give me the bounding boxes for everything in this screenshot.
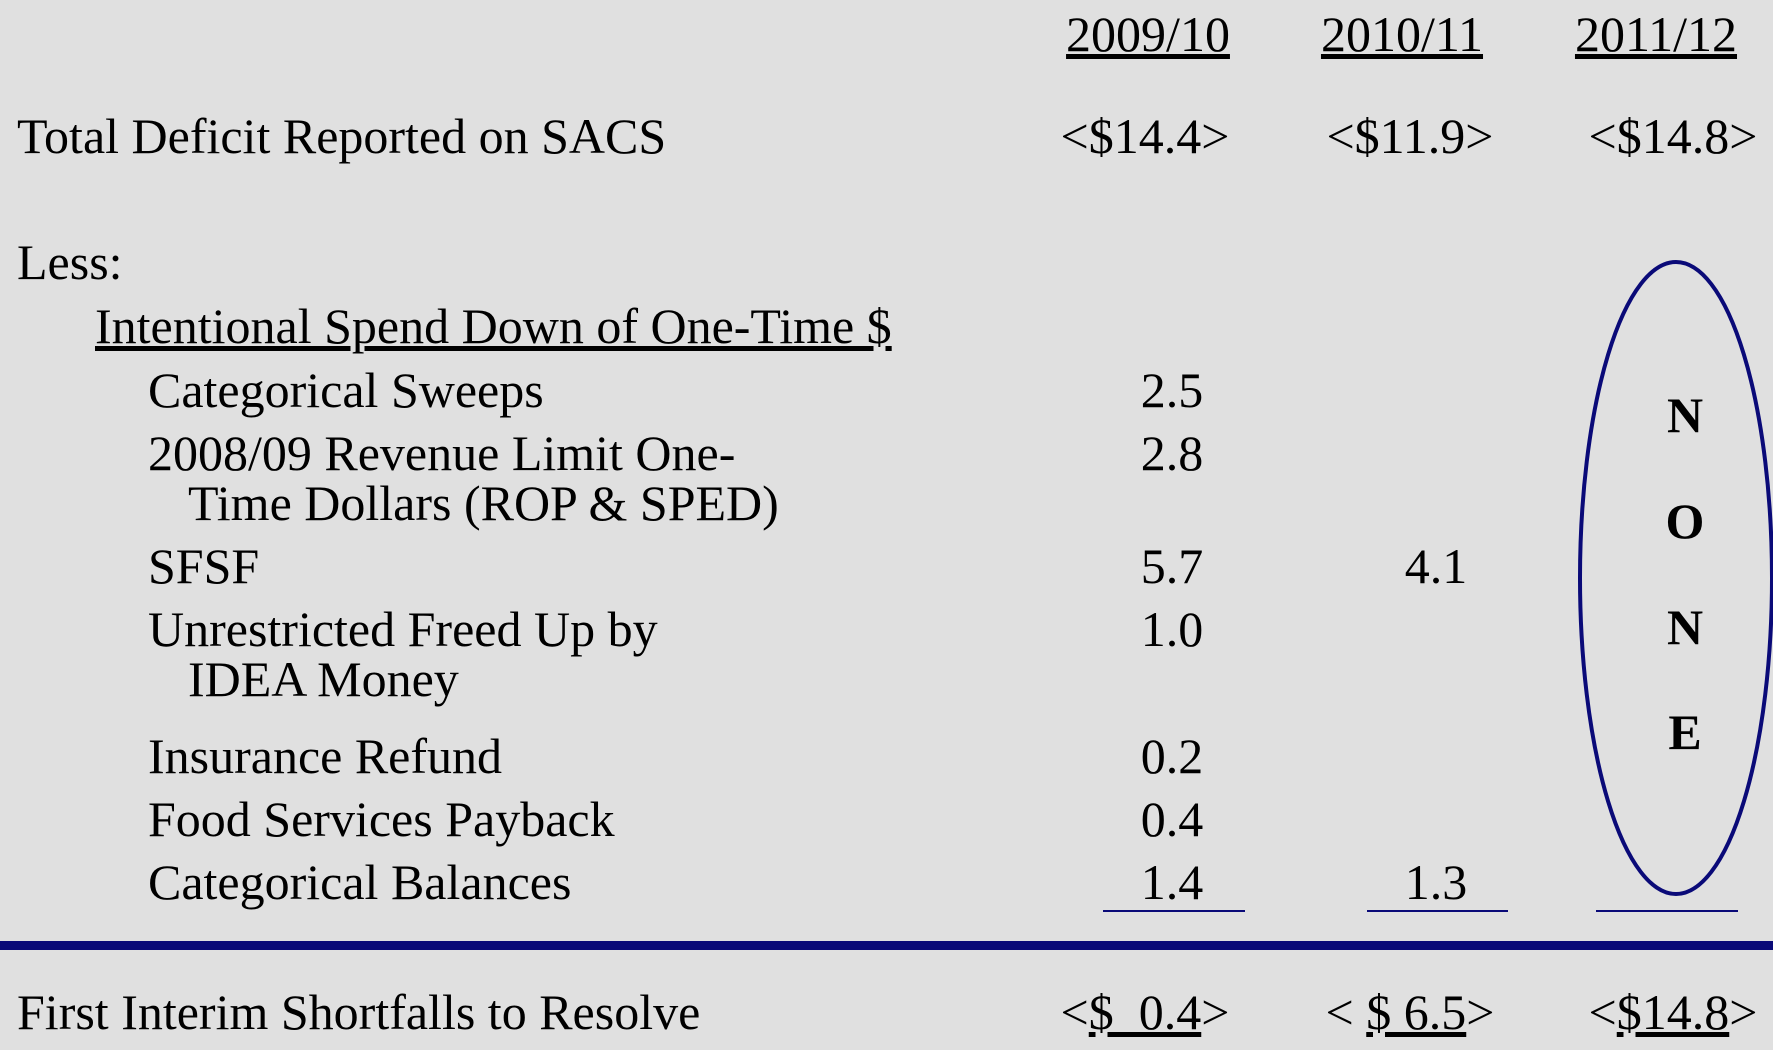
cell-amount: $ 6.5 bbox=[1366, 984, 1466, 1040]
cell: 1.3 bbox=[1405, 854, 1468, 910]
cell: 2.5 bbox=[1141, 362, 1204, 418]
cell-amount: $ 0.4 bbox=[1089, 984, 1202, 1040]
cell: 1.0 bbox=[1141, 601, 1204, 657]
cell: < $ 6.5> bbox=[1326, 984, 1495, 1040]
none-letter: O bbox=[1666, 493, 1705, 549]
item-label: Categorical Sweeps bbox=[148, 362, 544, 418]
less-label: Less: bbox=[17, 234, 123, 290]
section-title: Intentional Spend Down of One-Time $ bbox=[95, 298, 892, 354]
cell: <$11.9> bbox=[1326, 108, 1493, 164]
cell: 0.2 bbox=[1141, 728, 1204, 784]
row-label: First Interim Shortfalls to Resolve bbox=[17, 984, 700, 1040]
column-header: 2010/11 bbox=[1321, 6, 1483, 62]
cell-close: > bbox=[1729, 984, 1757, 1040]
cell: <$ 0.4> bbox=[1061, 984, 1230, 1040]
cell-open: < bbox=[1589, 984, 1617, 1040]
cell: <$14.8> bbox=[1589, 108, 1758, 164]
cell-close: > bbox=[1201, 984, 1229, 1040]
none-letter: E bbox=[1668, 704, 1701, 760]
none-ellipse bbox=[1578, 260, 1773, 896]
cell: 0.4 bbox=[1141, 791, 1204, 847]
cell-close: > bbox=[1466, 984, 1494, 1040]
none-letter: N bbox=[1667, 387, 1703, 443]
cell-amount: $14.8 bbox=[1617, 984, 1730, 1040]
column-header: 2011/12 bbox=[1575, 6, 1737, 62]
item-label: IDEA Money bbox=[188, 651, 459, 707]
cell: 1.4 bbox=[1141, 854, 1204, 910]
item-label: Time Dollars (ROP & SPED) bbox=[188, 475, 779, 531]
item-label: Categorical Balances bbox=[148, 854, 571, 910]
cell: <$14.4> bbox=[1061, 108, 1230, 164]
item-label: Unrestricted Freed Up by bbox=[148, 601, 658, 657]
cell-open: < bbox=[1326, 984, 1367, 1040]
item-label: 2008/09 Revenue Limit One- bbox=[148, 425, 735, 481]
cell-open: < bbox=[1061, 984, 1089, 1040]
item-label: SFSF bbox=[148, 538, 259, 594]
item-label: Food Services Payback bbox=[148, 791, 615, 847]
cell: 5.7 bbox=[1141, 538, 1204, 594]
cell: 4.1 bbox=[1405, 538, 1468, 594]
cell: <$14.8> bbox=[1589, 984, 1758, 1040]
column-header: 2009/10 bbox=[1066, 6, 1230, 62]
row-label: Total Deficit Reported on SACS bbox=[17, 108, 666, 164]
none-letter: N bbox=[1667, 599, 1703, 655]
item-label: Insurance Refund bbox=[148, 728, 502, 784]
cell: 2.8 bbox=[1141, 425, 1204, 481]
divider bbox=[0, 941, 1773, 950]
